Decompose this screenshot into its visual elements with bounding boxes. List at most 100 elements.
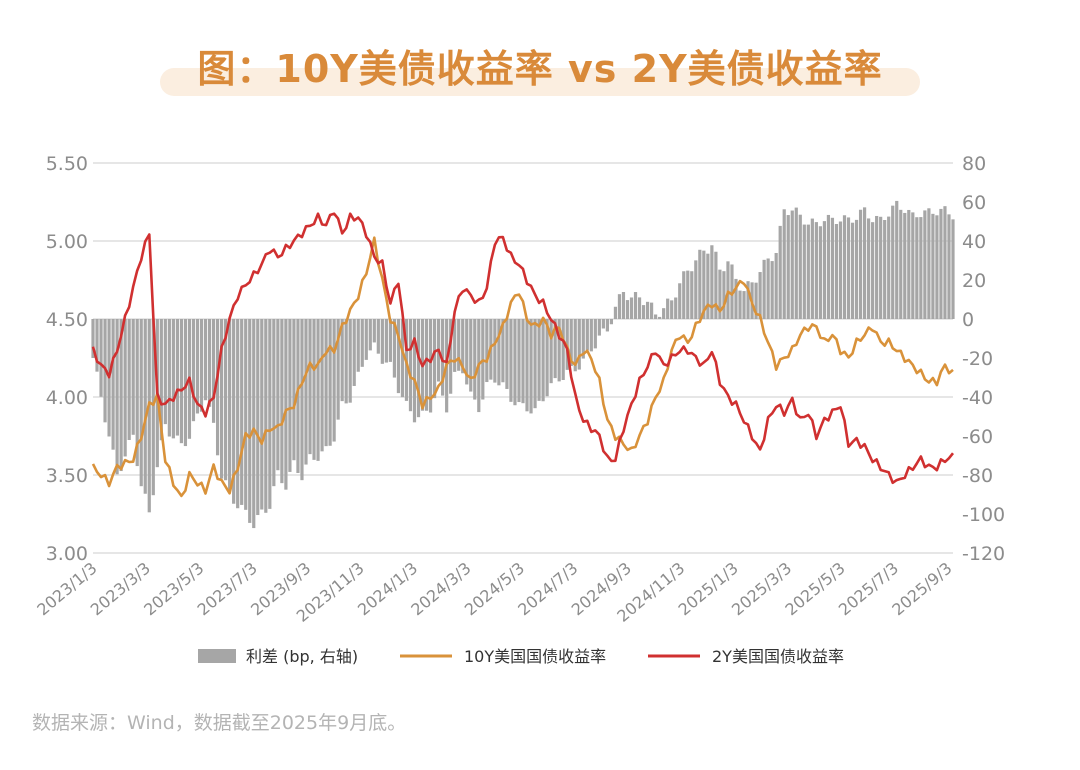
spread-bar — [798, 214, 802, 319]
spread-bar — [163, 319, 167, 425]
spread-bar — [175, 319, 179, 436]
spread-bar — [762, 259, 766, 319]
spread-bar — [814, 222, 818, 319]
right-tick-label: 20 — [962, 270, 986, 292]
spread-bar — [408, 319, 413, 412]
right-tick-label: -40 — [962, 387, 993, 409]
spread-bar — [380, 319, 384, 364]
spread-bar — [742, 291, 746, 319]
spread-bar — [344, 319, 348, 404]
spread-bar — [372, 319, 376, 343]
spread-bar — [581, 319, 585, 359]
data-source-note: 数据来源：Wind，数据截至2025年9月底。 — [32, 712, 407, 734]
spread-bar — [493, 319, 497, 383]
spread-bar — [304, 319, 308, 465]
spread-bar — [593, 319, 597, 349]
spread-bar — [649, 302, 654, 319]
right-axis-ticks: -120 -100 -80 -60 -40 -20 0 20 40 60 80 — [962, 153, 1005, 565]
spread-bar — [597, 319, 601, 336]
spread-bar — [854, 219, 859, 319]
spread-bar — [159, 319, 163, 441]
spread-bar — [879, 216, 883, 319]
spread-bar — [501, 319, 505, 383]
spread-bar — [324, 319, 328, 447]
spread-bar — [537, 319, 541, 401]
spread-bar — [754, 282, 758, 319]
spread-bar — [312, 319, 316, 460]
spread-bar — [621, 292, 626, 319]
right-tick-label: 40 — [962, 231, 986, 253]
right-tick-label: -60 — [962, 426, 993, 448]
spread-bar — [919, 217, 923, 319]
spread-bar — [858, 209, 863, 319]
spread-bar — [907, 209, 911, 319]
spread-bar — [424, 319, 429, 411]
spread-bar — [400, 319, 405, 398]
spread-bar — [678, 283, 682, 319]
spread-bar — [875, 215, 879, 319]
spread-bar — [95, 319, 99, 372]
spread-bar — [637, 297, 642, 319]
right-tick-label: -100 — [962, 504, 1005, 526]
spread-bar — [392, 319, 397, 378]
x-axis-ticks: 2023/1/32023/3/32023/5/32023/7/32023/9/3… — [33, 559, 955, 626]
spread-bar — [244, 319, 248, 510]
spread-bar — [224, 319, 228, 481]
right-tick-label: -80 — [962, 465, 993, 487]
spread-bar — [509, 319, 513, 402]
spread-bar — [645, 301, 650, 319]
spread-bar — [838, 221, 843, 319]
spread-bar — [706, 253, 710, 319]
spread-bar — [810, 218, 814, 319]
spread-bar — [167, 319, 171, 437]
spread-bar — [903, 212, 907, 319]
spread-bar — [115, 319, 119, 475]
spread-bar — [722, 271, 726, 319]
spread-bar — [654, 314, 658, 319]
spread-bar — [272, 319, 276, 487]
spread-bar — [111, 319, 115, 450]
spread-bar — [609, 319, 614, 325]
spread-bar — [629, 297, 634, 319]
spread-bar — [641, 305, 646, 319]
spread-bar — [601, 319, 605, 329]
spread-bar — [774, 252, 778, 319]
spread-bar — [943, 206, 947, 319]
spread-bar — [127, 319, 131, 441]
spread-bar — [617, 294, 622, 319]
spread-bar — [633, 292, 638, 319]
spread-bar — [738, 290, 742, 319]
spread-bar — [923, 210, 927, 319]
title-highlight — [160, 68, 920, 96]
spread-bar — [525, 319, 529, 412]
spread-bar — [280, 319, 284, 484]
spread-bar — [557, 319, 561, 382]
legend: 利差 (bp, 右轴) 10Y美国国债收益率 2Y美国国债收益率 — [198, 647, 844, 666]
spread-bar — [694, 260, 698, 319]
spread-bar — [384, 319, 388, 363]
spread-bar — [605, 319, 609, 332]
spread-bar — [746, 281, 750, 319]
spread-bar — [822, 221, 827, 319]
spread-bar — [790, 210, 794, 319]
spread-bar — [469, 319, 473, 392]
spread-bar — [867, 218, 871, 319]
spread-bar — [947, 214, 951, 319]
yield-lines — [91, 212, 955, 498]
spread-bar — [139, 319, 143, 487]
spread-bar — [151, 319, 155, 496]
spread-bar — [830, 217, 835, 319]
spread-bar — [147, 319, 151, 513]
spread-bar — [260, 319, 264, 510]
spread-bar — [666, 298, 670, 319]
spread-bar — [569, 319, 573, 367]
spread-bar — [191, 319, 196, 422]
spread-bar — [228, 319, 232, 491]
spread-bar — [513, 319, 517, 406]
spread-bar — [288, 319, 292, 472]
spread-bar — [135, 319, 139, 467]
left-tick-label: 5.50 — [46, 153, 88, 175]
spread-bar — [195, 319, 200, 414]
spread-bar — [240, 319, 244, 505]
spread-bar — [416, 319, 421, 418]
